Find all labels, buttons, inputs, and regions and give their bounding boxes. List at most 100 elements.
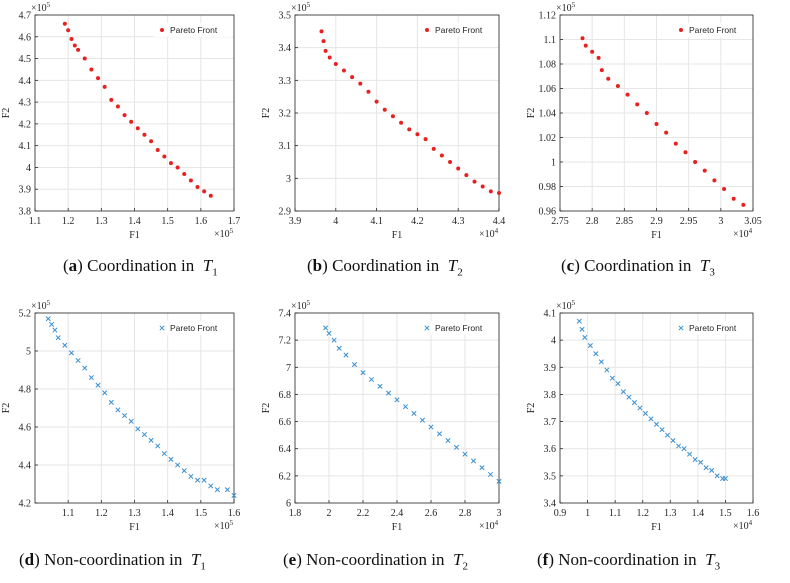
data-point <box>472 179 477 184</box>
data-point <box>321 39 326 44</box>
y-exponent-label: ×105 <box>556 1 576 14</box>
y-tick-label: 4.1 <box>544 309 557 320</box>
data-point <box>445 438 451 444</box>
data-point <box>323 325 329 331</box>
data-point <box>115 407 121 413</box>
x-exponent-label: ×104 <box>479 519 499 532</box>
data-point <box>487 471 494 478</box>
data-point <box>635 102 640 107</box>
x-tick-label: 4.1 <box>370 216 383 227</box>
x-tick-label: 1.1 <box>609 508 622 519</box>
data-point <box>470 458 477 464</box>
data-point <box>731 196 736 201</box>
y-tick-label: 3.5 <box>279 11 292 22</box>
data-point <box>606 76 611 81</box>
x-tick-label: 1.3 <box>128 508 141 519</box>
x-tick-label: 4 <box>333 216 338 227</box>
data-point <box>161 451 167 457</box>
y-tick-label: 6 <box>286 499 291 510</box>
x-tick-label: 1.5 <box>195 508 208 519</box>
data-point <box>208 193 213 198</box>
subplot-a: 1.1 1.2 1.3 1.4 1.5 1.6 1.7 3.8 3.9 4 4.1 4.2 4.3 4.4… <box>1 1 240 241</box>
data-point <box>676 443 682 449</box>
data-point <box>155 148 160 153</box>
y-tick-label: 6.8 <box>279 390 292 401</box>
data-point <box>142 132 147 137</box>
data-point <box>326 330 332 336</box>
x-axis-label: F1 <box>392 522 403 533</box>
data-point <box>231 492 237 498</box>
x-tick-label: 1.1 <box>29 216 42 227</box>
data-point <box>456 166 461 171</box>
y-tick-label: 5 <box>26 347 31 358</box>
x-tick-label: 2.6 <box>425 508 438 519</box>
y-tick-label: 6.4 <box>279 444 292 455</box>
caption-e: (e) Non-coordination in T2 <box>283 550 468 573</box>
data-point <box>382 107 387 112</box>
data-point <box>202 189 207 194</box>
x-tick-label: 1.4 <box>161 508 174 519</box>
y-tick-label: 6.2 <box>279 471 292 482</box>
y-tick-label: 1.1 <box>544 35 557 46</box>
data-point <box>52 327 58 333</box>
data-point <box>76 47 81 52</box>
data-point <box>604 367 610 373</box>
y-axis-label: F2 <box>526 108 537 119</box>
data-point <box>402 404 409 410</box>
data-point <box>625 92 630 97</box>
data-point <box>95 382 101 388</box>
data-point <box>428 424 434 430</box>
data-point <box>128 418 134 424</box>
data-point <box>333 62 338 66</box>
axes-box <box>294 312 500 504</box>
data-point <box>714 473 720 479</box>
data-point <box>659 427 665 433</box>
legend-box <box>419 23 497 37</box>
data-point <box>62 342 68 348</box>
data-point <box>582 334 588 340</box>
data-point <box>448 160 453 164</box>
y-tick-label: 3.6 <box>544 444 557 455</box>
data-point <box>102 390 108 396</box>
data-point <box>712 178 717 183</box>
legend-label: Pareto Front <box>170 25 218 35</box>
x-tick-label: 3 <box>497 508 502 519</box>
x-exponent-label: ×104 <box>479 227 499 240</box>
y-tick-label: 4 <box>551 336 556 347</box>
y-tick-label: 7.2 <box>279 336 292 347</box>
y-tick-label: 3.3 <box>279 76 292 87</box>
data-point <box>135 426 141 432</box>
data-point <box>155 443 161 449</box>
x-tick-label: 1 <box>585 508 590 519</box>
data-point <box>698 459 704 465</box>
y-tick-label: 6.6 <box>279 417 292 428</box>
data-point <box>631 400 637 406</box>
data-point <box>82 56 87 61</box>
x-tick-label: 4.4 <box>493 216 506 227</box>
subplot-d: 1.1 1.2 1.3 1.4 1.5 1.64.24.44.64.855.2×105×1… <box>1 299 240 533</box>
y-tick-label: 1.04 <box>539 109 557 120</box>
data-point <box>453 444 460 450</box>
y-exponent-label: ×105 <box>31 1 51 14</box>
y-tick-label: 4.3 <box>19 98 32 109</box>
y-tick-label: 0.96 <box>539 207 557 218</box>
x-tick-label: 3.05 <box>744 216 762 227</box>
legend-marker <box>160 28 164 32</box>
data-point <box>615 84 620 89</box>
x-tick-label: 2.75 <box>551 216 569 227</box>
x-tick-label: 1.1 <box>62 508 75 519</box>
data-point <box>385 390 392 396</box>
data-point <box>351 362 358 368</box>
x-axis-label: F1 <box>129 230 140 241</box>
y-tick-label: 5.2 <box>19 309 32 320</box>
x-tick-label: 2.2 <box>357 508 370 519</box>
x-exponent-label: ×104 <box>733 519 753 532</box>
data-point <box>399 120 404 125</box>
data-point <box>168 456 174 462</box>
legend-label: Pareto Front <box>170 323 218 333</box>
y-tick-label: 4.5 <box>19 54 32 65</box>
legend-marker <box>678 325 684 331</box>
axes-box <box>34 14 235 212</box>
y-tick-label: 3.8 <box>19 207 32 218</box>
x-tick-label: 1.6 <box>195 216 208 227</box>
